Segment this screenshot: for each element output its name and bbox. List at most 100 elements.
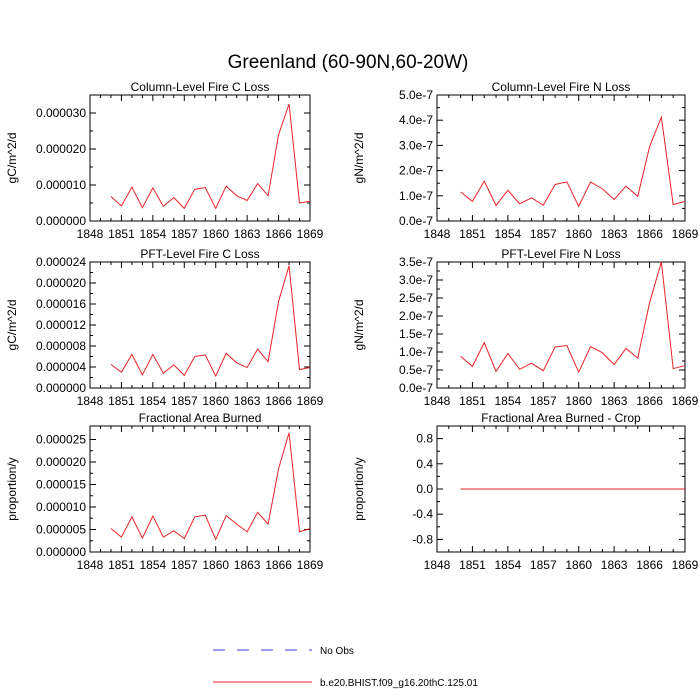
y-axis-label: gN/m^2/d: [352, 133, 366, 184]
x-tick-label: 1863: [234, 558, 261, 572]
y-tick-label: 2.0e-7: [399, 309, 433, 323]
x-tick-label: 1851: [108, 227, 135, 241]
x-tick-label: 1851: [459, 394, 486, 408]
x-tick-label: 1860: [565, 558, 592, 572]
x-tick-label: 1869: [297, 558, 324, 572]
x-tick-label: 1866: [636, 227, 663, 241]
x-tick-label: 1848: [77, 227, 104, 241]
series-line: [110, 265, 311, 378]
y-tick-label: 0.000020: [36, 276, 86, 290]
y-tick-label: 0.0e-7: [399, 214, 433, 228]
y-tick-label: 0.000010: [36, 500, 86, 514]
y-tick-label: 0.000004: [36, 360, 86, 374]
panel-1: Column-Level Fire C Loss gC/m^2/d 1848 1851…: [5, 80, 324, 241]
x-tick-label: 1848: [424, 394, 451, 408]
y-tick-label: 1.0e-7: [399, 345, 433, 359]
x-tick-label: 1860: [202, 227, 229, 241]
panel-title: PFT-Level Fire N Loss: [501, 247, 620, 261]
x-tick-label: 1848: [424, 227, 451, 241]
x-tick-label: 1848: [77, 394, 104, 408]
y-tick-label: 0.000015: [36, 478, 86, 492]
y-tick-label: 0.000016: [36, 297, 86, 311]
y-tick-label: 0.000024: [36, 255, 86, 269]
x-tick-label: 1860: [565, 394, 592, 408]
x-tick-label: 1869: [297, 227, 324, 241]
x-tick-label: 1857: [171, 558, 198, 572]
x-tick-label: 1866: [265, 227, 292, 241]
y-tick-label: 2.5e-7: [399, 291, 433, 305]
panel-title: PFT-Level Fire C Loss: [140, 247, 259, 261]
plot-frame: [89, 94, 311, 222]
y-tick-label: 4.0e-7: [399, 113, 433, 127]
series-line: [110, 103, 311, 210]
x-tick-label: 1854: [495, 558, 522, 572]
plot-frame: [89, 425, 311, 553]
x-tick-label: 1854: [140, 227, 167, 241]
x-tick-label: 1857: [530, 394, 557, 408]
y-tick-label: 0.000005: [36, 523, 86, 537]
y-axis-label: gC/m^2/d: [5, 133, 19, 184]
y-axis-label: proportion/y: [352, 457, 366, 520]
y-tick-label: 0.000025: [36, 433, 86, 447]
plot-frame: [436, 94, 686, 222]
x-tick-label: 1854: [140, 394, 167, 408]
x-tick-label: 1851: [459, 558, 486, 572]
y-tick-label: 3.5e-7: [399, 255, 433, 269]
x-tick-label: 1869: [672, 394, 699, 408]
x-tick-label: 1869: [672, 558, 699, 572]
x-tick-label: 1857: [530, 558, 557, 572]
y-tick-label: 5.0e-7: [399, 88, 433, 102]
y-tick-label: 3.0e-7: [399, 138, 433, 152]
y-axis-label: gN/m^2/d: [352, 300, 366, 351]
y-tick-label: 0.000008: [36, 339, 86, 353]
panel-2: Column-Level Fire N Loss gN/m^2/d 1848 1851…: [352, 80, 699, 241]
y-axis-label: proportion/y: [5, 457, 19, 520]
x-tick-label: 1854: [495, 227, 522, 241]
panel-title: Fractional Area Burned: [139, 411, 262, 425]
y-tick-label: 0.000000: [36, 214, 86, 228]
y-tick-label: 2.0e-7: [399, 164, 433, 178]
legend-entry-2: b.e20.BHIST.f09_g16.20thC.125.01: [213, 678, 478, 689]
panel-title: Column-Level Fire N Loss: [492, 80, 631, 94]
series-line: [110, 432, 311, 541]
y-tick-label: 0.8: [416, 432, 433, 446]
series-line: [460, 261, 686, 374]
x-tick-label: 1866: [636, 558, 663, 572]
x-tick-label: 1854: [495, 394, 522, 408]
series-line: [460, 115, 686, 208]
panel-5: Fractional Area Burned proportion/y 1848 18…: [5, 411, 324, 572]
x-tick-label: 1854: [140, 558, 167, 572]
y-tick-label: 0.000012: [36, 318, 86, 332]
y-tick-label: 0.000010: [36, 178, 86, 192]
x-tick-label: 1863: [601, 394, 628, 408]
x-tick-label: 1866: [265, 558, 292, 572]
panels-group: Column-Level Fire C Loss gC/m^2/d 1848 1851…: [5, 80, 699, 572]
x-tick-label: 1863: [601, 558, 628, 572]
x-tick-label: 1860: [202, 558, 229, 572]
y-axis-label: gC/m^2/d: [5, 300, 19, 351]
y-tick-label: 3.0e-7: [399, 273, 433, 287]
x-tick-label: 1860: [565, 227, 592, 241]
legend: No Obs b.e20.BHIST.f09_g16.20thC.125.01: [213, 646, 478, 689]
panel-6: Fractional Area Burned - Crop proportion/…: [352, 411, 699, 572]
panel-title: Column-Level Fire C Loss: [131, 80, 270, 94]
x-tick-label: 1857: [171, 227, 198, 241]
panel-title: Fractional Area Burned - Crop: [481, 411, 641, 425]
y-tick-label: 0.0e-7: [399, 381, 433, 395]
x-tick-label: 1857: [530, 227, 557, 241]
x-tick-label: 1869: [672, 227, 699, 241]
x-tick-label: 1866: [636, 394, 663, 408]
x-tick-label: 1851: [108, 558, 135, 572]
x-tick-label: 1863: [234, 227, 261, 241]
x-tick-label: 1863: [234, 394, 261, 408]
plot-frame: [436, 261, 686, 389]
x-tick-label: 1869: [297, 394, 324, 408]
x-tick-label: 1851: [459, 227, 486, 241]
legend-label: b.e20.BHIST.f09_g16.20thC.125.01: [320, 678, 478, 689]
y-tick-label: 1.0e-7: [399, 189, 433, 203]
x-tick-label: 1866: [265, 394, 292, 408]
y-tick-label: -0.8: [412, 532, 433, 546]
x-tick-label: 1863: [601, 227, 628, 241]
y-tick-label: -0.4: [412, 507, 433, 521]
y-tick-label: 0.4: [416, 457, 433, 471]
